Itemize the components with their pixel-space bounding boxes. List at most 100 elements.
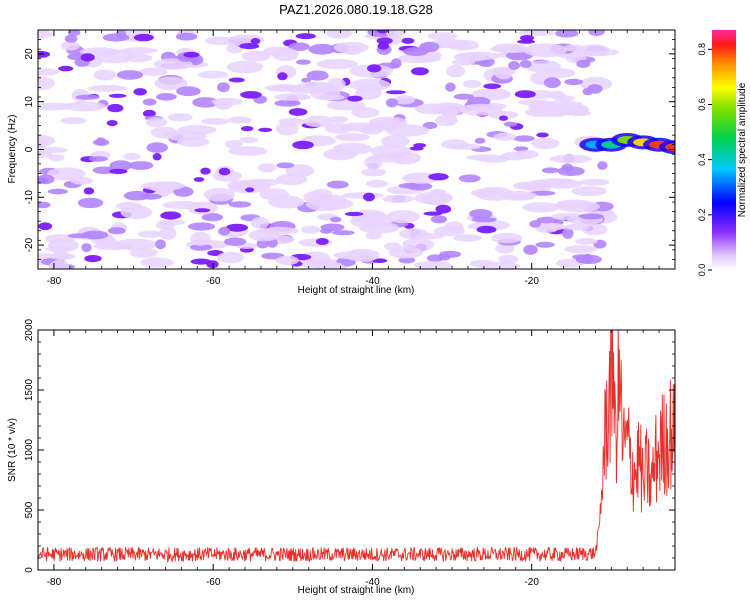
heatmap-cell — [499, 190, 537, 200]
heatmap-cell — [190, 258, 212, 265]
heatmap-cell — [476, 225, 497, 234]
heatmap-cell — [429, 188, 446, 196]
heatmap-cell — [258, 127, 273, 132]
heatmap-cell — [47, 167, 86, 181]
heatmap-cell — [38, 134, 56, 147]
heatmap-cell — [469, 209, 493, 219]
heatmap-cell — [167, 113, 193, 122]
heatmap-cell — [597, 161, 608, 170]
heatmap-cell — [491, 43, 527, 53]
heatmap-cell — [541, 105, 572, 116]
heatmap-cell — [531, 137, 560, 150]
colorbar-tick-label: 0.8 — [697, 43, 707, 56]
heatmap-cell — [435, 114, 458, 127]
heatmap-cell — [305, 197, 346, 212]
heatmap-cell — [459, 103, 503, 116]
heatmap-cell — [239, 43, 260, 50]
heatmap-cell — [315, 238, 329, 245]
heatmap-cell — [271, 47, 300, 62]
heatmap-cell — [285, 164, 315, 178]
heatmap-cell — [83, 187, 95, 195]
heatmap-cell — [382, 194, 415, 203]
heatmap-panel: -80 -60 -40 -20 -20 -10 0 10 20 Height of strai… — [7, 29, 676, 296]
heatmap-cell — [128, 161, 154, 170]
heatmap-cell — [515, 150, 539, 159]
snr-x-tick-label: -60 — [206, 577, 221, 588]
heatmap-cell — [288, 108, 308, 116]
heatmap-cell — [106, 120, 118, 127]
heatmap-cell — [326, 180, 349, 189]
snr-plot-area — [38, 330, 675, 570]
heatmap-cell — [242, 178, 281, 187]
heatmap-cell — [308, 43, 336, 55]
heatmap-cell — [154, 76, 188, 91]
heatmap-cell — [92, 242, 135, 251]
heatmap-cell — [38, 50, 51, 58]
chart-title: PAZ1.2026.080.19.18.G28 — [279, 2, 433, 17]
heatmap-cell — [299, 260, 343, 269]
heatmap-cell — [224, 140, 243, 149]
heatmap-cell — [470, 189, 501, 197]
heatmap-cell — [250, 216, 270, 229]
heatmap-cell — [38, 146, 68, 154]
heatmap-cell — [508, 61, 520, 70]
heatmap-cell — [273, 93, 311, 101]
heatmap-cell — [524, 43, 567, 58]
heatmap-cell — [579, 178, 610, 186]
heatmap-cell — [332, 230, 355, 236]
heatmap-cell — [519, 60, 532, 68]
heatmap-y-tick-label: -10 — [24, 190, 35, 205]
heatmap-cell — [514, 90, 536, 99]
heatmap-cell — [176, 86, 201, 97]
heatmap-cell — [445, 64, 466, 78]
heatmap-cell — [87, 85, 128, 92]
heatmap-cell — [541, 167, 560, 174]
heatmap-cell — [350, 214, 393, 229]
heatmap-cell — [250, 38, 261, 45]
heatmap-cell — [556, 200, 600, 213]
heatmap-cell — [372, 258, 388, 264]
heatmap-cell — [187, 222, 216, 231]
heatmap-cell — [160, 211, 182, 220]
heatmap-cell — [444, 221, 464, 234]
heatmap-cell — [228, 146, 268, 156]
heatmap-cell — [320, 223, 345, 232]
heatmap-cell — [483, 83, 502, 89]
heatmap-cell — [203, 187, 235, 202]
heatmap-cell — [183, 51, 200, 58]
heatmap-cell — [423, 211, 443, 216]
heatmap-cell — [363, 192, 375, 202]
heatmap-cell — [239, 136, 259, 144]
heatmap-cell — [306, 70, 329, 81]
heatmap-cell — [240, 126, 254, 132]
heatmap-cell — [47, 188, 68, 195]
heatmap-cell — [201, 118, 230, 125]
heatmap-cell — [329, 116, 349, 124]
heatmap-cell — [427, 32, 458, 41]
heatmap-cell — [367, 64, 382, 73]
heatmap-cell — [439, 250, 462, 258]
heatmap-cell — [388, 246, 424, 259]
heatmap-cell — [190, 231, 211, 246]
heatmap-cell — [248, 229, 280, 242]
colorbar-gradient — [712, 30, 736, 270]
heatmap-cell — [81, 243, 92, 253]
heatmap-y-tick-label: 20 — [24, 48, 35, 60]
heatmap-cell — [142, 109, 156, 118]
heatmap-cell — [228, 77, 245, 83]
heatmap-cell — [175, 32, 198, 41]
heatmap-cell — [155, 93, 177, 101]
heatmap-cell — [477, 155, 510, 163]
heatmap-cell — [523, 244, 538, 255]
heatmap-cell — [435, 204, 452, 214]
snr-panel: -80 -60 -40 -20 0 500 1000 1500 2000 Height of … — [7, 318, 676, 596]
heatmap-cell — [142, 98, 157, 106]
heatmap-cell — [45, 245, 70, 253]
heatmap-cell — [303, 115, 334, 128]
heatmap-cell — [522, 37, 533, 43]
heatmap-cell — [319, 94, 345, 101]
heatmap-cell — [88, 156, 108, 162]
heatmap-cell — [38, 76, 56, 91]
snr-y-tick-label: 2000 — [24, 318, 35, 341]
heatmap-cell — [399, 228, 429, 240]
